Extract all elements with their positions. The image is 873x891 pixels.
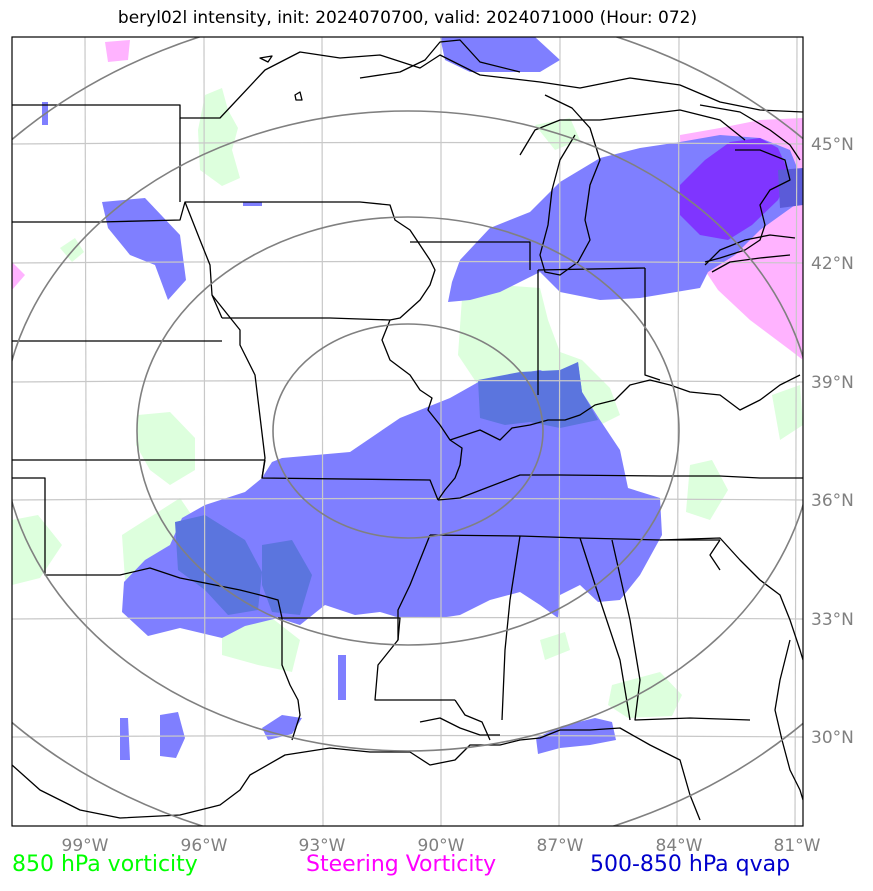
lon-label: 93°W <box>299 836 346 856</box>
qvap-fill <box>42 37 800 760</box>
legend-qvap: 500-850 hPa qvap <box>590 852 791 877</box>
lon-label: 96°W <box>181 836 228 856</box>
longitude-labels: 99°W 96°W 93°W 90°W 87°W 84°W 81°W <box>62 836 821 856</box>
lat-label: 36°N <box>811 491 854 511</box>
range-rings <box>12 37 803 826</box>
political-borders <box>12 39 803 821</box>
latitude-labels: 45°N 42°N 39°N 36°N 33°N 30°N <box>811 135 854 748</box>
legend-850-vorticity: 850 hPa vorticity <box>12 852 198 877</box>
lat-label: 39°N <box>811 373 854 393</box>
lon-label: 81°W <box>774 836 821 856</box>
lat-label: 33°N <box>811 610 854 630</box>
legend-steering-vorticity: Steering Vorticity <box>306 852 497 877</box>
lat-label: 45°N <box>811 135 854 155</box>
lat-label: 42°N <box>811 254 854 274</box>
lon-label: 87°W <box>537 836 584 856</box>
lon-label: 90°W <box>418 836 465 856</box>
graticule <box>12 37 803 826</box>
map-title: beryl02l intensity, init: 2024070700, va… <box>117 8 698 28</box>
plot-frame <box>11 36 804 827</box>
lon-label: 99°W <box>62 836 109 856</box>
lat-label: 30°N <box>811 728 854 748</box>
lon-label: 84°W <box>656 836 703 856</box>
